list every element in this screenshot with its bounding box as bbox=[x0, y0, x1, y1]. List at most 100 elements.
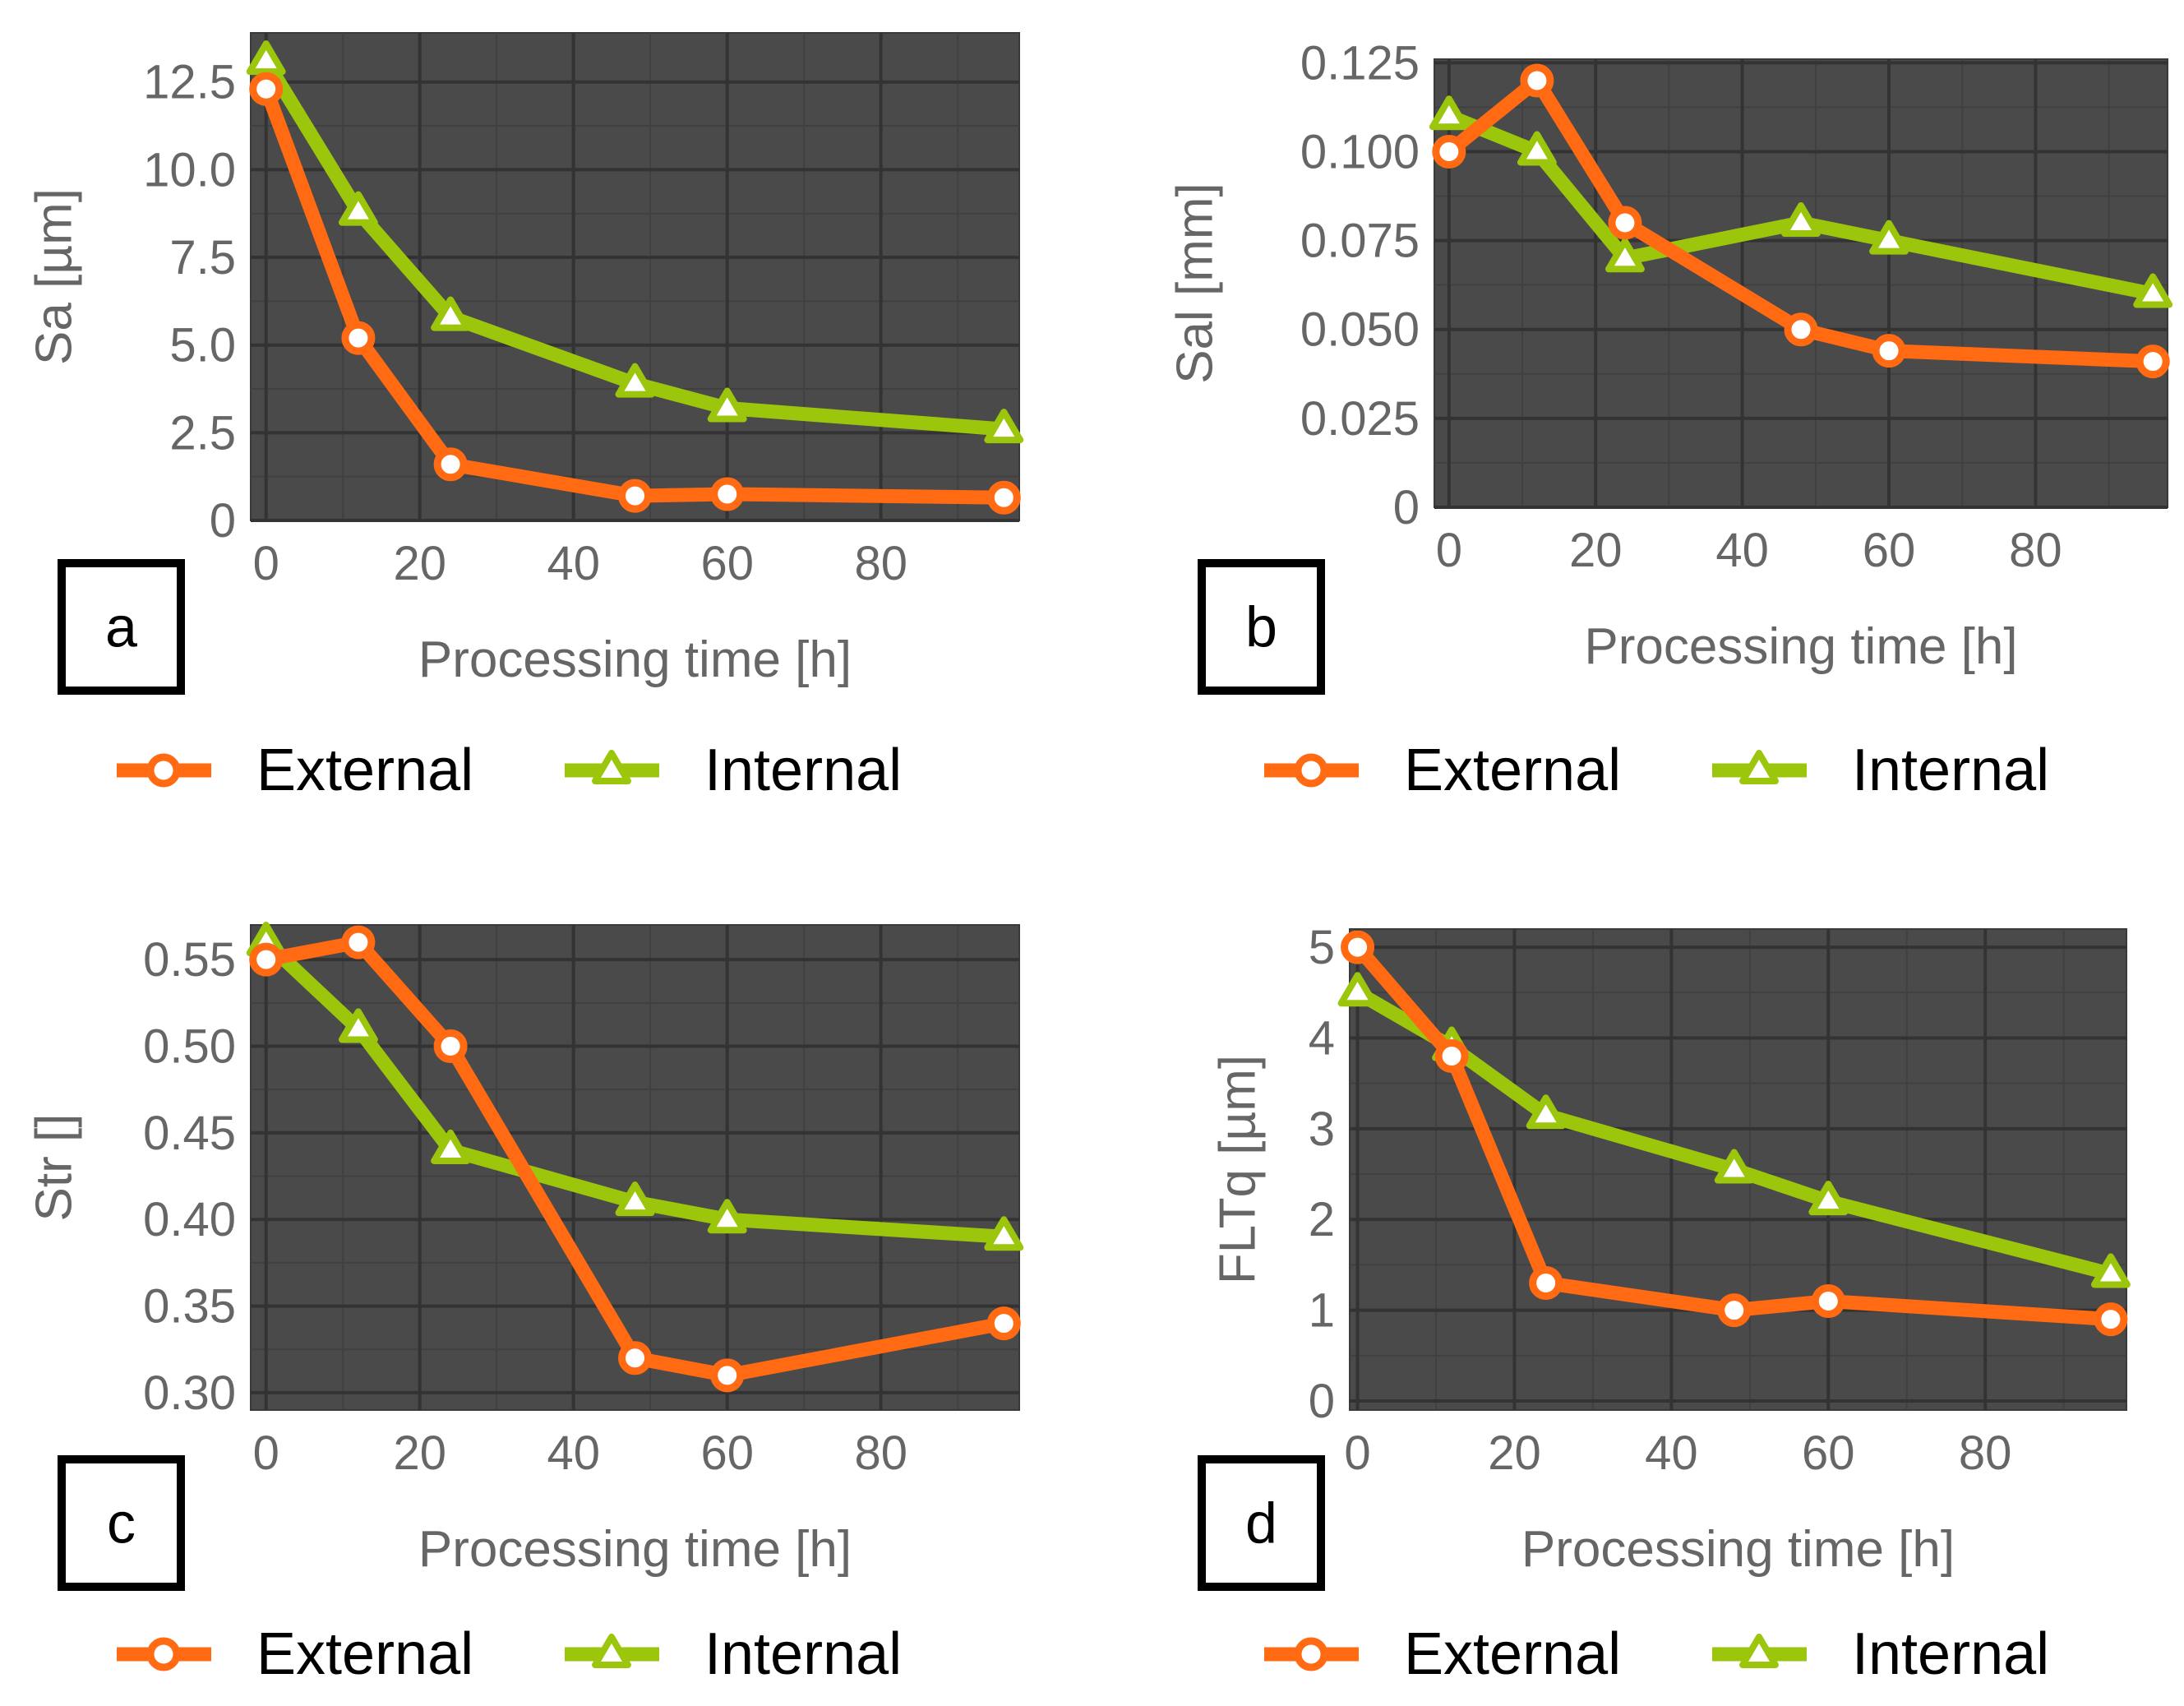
data-point-external bbox=[249, 72, 284, 106]
plot-area bbox=[250, 924, 1020, 1411]
legend: External Internal bbox=[117, 1621, 902, 1687]
x-tick-label: 0 bbox=[1344, 1426, 1370, 1480]
y-tick-label: 7.5 bbox=[169, 231, 236, 284]
data-point-external bbox=[1529, 1265, 1563, 1300]
data-point-internal bbox=[338, 1008, 378, 1043]
panel-label: c bbox=[107, 1491, 136, 1556]
data-point-external bbox=[1717, 1293, 1752, 1328]
series-line-external bbox=[1351, 940, 2118, 1327]
data-point-external bbox=[249, 942, 284, 977]
legend-marker-external bbox=[146, 1637, 181, 1671]
data-point-internal bbox=[1605, 238, 1645, 273]
legend: External Internal bbox=[1264, 737, 2049, 803]
legend-label-internal: Internal bbox=[1852, 737, 2049, 803]
data-point-external bbox=[618, 479, 652, 513]
x-tick-label: 40 bbox=[1715, 524, 1769, 577]
data-point-internal bbox=[1781, 201, 1821, 237]
data-point-external bbox=[1608, 206, 1642, 240]
data-point-external bbox=[1872, 334, 1906, 368]
data-point-external bbox=[341, 925, 376, 959]
y-tick-label: 12.5 bbox=[143, 56, 236, 109]
series-line-internal bbox=[259, 935, 1011, 1244]
y-tick-label: 0.30 bbox=[143, 1366, 236, 1420]
series-internal bbox=[246, 40, 1024, 444]
data-point-internal bbox=[707, 1199, 747, 1234]
data-point-external bbox=[1784, 312, 1818, 347]
data-point-external bbox=[710, 477, 745, 511]
data-point-internal bbox=[707, 387, 747, 423]
legend-marker-internal bbox=[1739, 1634, 1779, 1669]
panel-c: 0 20 40 60 80 0.30 0.35 0.40 0.45 0.50 0.55 Process… bbox=[25, 922, 1024, 1687]
data-point-external bbox=[986, 1306, 1021, 1341]
y-tick-label: 2 bbox=[1309, 1193, 1335, 1246]
legend-marker-external bbox=[146, 753, 181, 788]
data-point-external bbox=[433, 1029, 468, 1063]
series-line-external bbox=[259, 81, 1011, 505]
y-tick-label: 1 bbox=[1309, 1284, 1335, 1338]
data-point-internal bbox=[2090, 1253, 2131, 1288]
legend-label-internal: Internal bbox=[704, 737, 902, 803]
legend-label-external: External bbox=[256, 1621, 473, 1687]
y-tick-label: 5 bbox=[1309, 921, 1335, 974]
legend-marker-external bbox=[1294, 1637, 1328, 1671]
x-tick-label: 60 bbox=[700, 1426, 754, 1480]
data-point-internal bbox=[615, 1181, 655, 1217]
x-axis-title: Processing time [h] bbox=[1521, 1521, 1955, 1578]
y-tick-label: 0.125 bbox=[1300, 36, 1420, 90]
legend-label-external: External bbox=[1404, 1621, 1621, 1687]
data-point-external bbox=[341, 321, 376, 355]
data-point-external bbox=[710, 1358, 745, 1393]
legend-marker-internal bbox=[592, 750, 631, 785]
data-point-external bbox=[1520, 63, 1554, 98]
legend-label-external: External bbox=[1404, 737, 1621, 803]
legend: External Internal bbox=[1264, 1621, 2049, 1687]
y-tick-label: 0 bbox=[1309, 1375, 1335, 1428]
panel-label-box bbox=[1198, 559, 1325, 695]
x-tick-label: 20 bbox=[393, 1426, 446, 1480]
data-point-internal bbox=[1869, 220, 1909, 255]
data-point-external bbox=[2136, 344, 2170, 379]
y-tick-label: 3 bbox=[1309, 1103, 1335, 1156]
x-tick-label: 0 bbox=[1436, 524, 1462, 577]
x-tick-label: 60 bbox=[1863, 524, 1916, 577]
panel-label: a bbox=[105, 595, 137, 659]
y-axis-title: Str [] bbox=[25, 1114, 82, 1222]
series-line-internal bbox=[1442, 109, 2160, 301]
data-point-external bbox=[986, 480, 1021, 515]
x-tick-label: 60 bbox=[1802, 1426, 1855, 1480]
y-axis-title: Sa [µm] bbox=[25, 188, 82, 365]
plot-area bbox=[1434, 58, 2168, 508]
data-point-external bbox=[2094, 1302, 2128, 1337]
y-tick-label: 0.075 bbox=[1300, 215, 1420, 268]
data-point-internal bbox=[1808, 1181, 1849, 1216]
y-tick-label: 0.50 bbox=[143, 1020, 236, 1074]
y-tick-label: 0.100 bbox=[1300, 125, 1420, 178]
data-point-external bbox=[1434, 1039, 1469, 1074]
y-tick-label: 5.0 bbox=[169, 319, 236, 372]
x-tick-label: 80 bbox=[854, 1426, 907, 1480]
legend-label-internal: Internal bbox=[1852, 1621, 2049, 1687]
x-axis-title: Processing time [h] bbox=[418, 1521, 852, 1578]
series-external bbox=[1341, 930, 2128, 1337]
y-tick-label: 10.0 bbox=[143, 143, 236, 196]
panel-label: d bbox=[1245, 1491, 1277, 1556]
y-tick-label: 0.35 bbox=[143, 1280, 236, 1334]
x-tick-label: 0 bbox=[253, 537, 279, 590]
data-point-internal bbox=[1337, 972, 1378, 1007]
panel-d: 0 20 40 60 80 0 1 2 3 4 5 Processing time [h] FLTq [… bbox=[1198, 921, 2131, 1687]
x-tick-label: 80 bbox=[2009, 524, 2062, 577]
series-internal bbox=[1429, 95, 2173, 308]
data-point-internal bbox=[1714, 1149, 1754, 1184]
x-tick-label: 20 bbox=[1569, 524, 1623, 577]
y-axis-title: FLTq [µm] bbox=[1209, 1055, 1266, 1284]
y-tick-label: 0.55 bbox=[143, 933, 236, 987]
y-tick-label: 0 bbox=[210, 494, 236, 548]
panel-label-box bbox=[1198, 1455, 1325, 1591]
y-tick-label: 2.5 bbox=[169, 406, 236, 460]
y-axis-title: Sal [mm] bbox=[1166, 183, 1223, 384]
series-line-internal bbox=[259, 53, 1011, 437]
series-external bbox=[249, 925, 1021, 1393]
legend-marker-internal bbox=[1739, 750, 1779, 785]
data-point-internal bbox=[615, 363, 655, 398]
